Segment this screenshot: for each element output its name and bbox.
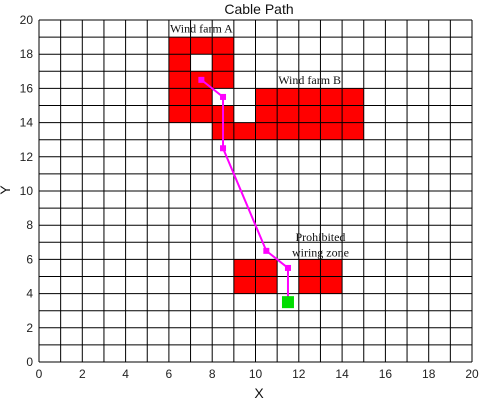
region-cell-0 [212, 54, 234, 72]
region-cell-0 [190, 88, 213, 106]
region-cell-0 [212, 71, 234, 89]
x-tick-label: 18 [422, 367, 436, 381]
annotation-label: Wind farm B [278, 73, 341, 87]
region-cell-2 [233, 259, 256, 277]
x-tick-label: 4 [122, 367, 129, 381]
x-tick-label: 16 [379, 367, 393, 381]
region-cell-2 [298, 259, 321, 277]
path-point [198, 76, 205, 83]
cable-path-layer [198, 76, 294, 309]
grid-lines [38, 19, 473, 363]
y-tick-label: 6 [26, 252, 33, 266]
y-tick-label: 16 [20, 81, 34, 95]
endpoint-marker [281, 296, 294, 309]
x-tick-label: 20 [465, 367, 479, 381]
y-tick-label: 4 [26, 287, 33, 301]
annotation-label: Prohibited [295, 230, 345, 244]
path-point [220, 145, 227, 152]
region-cell-1 [320, 122, 343, 140]
region-cells [168, 37, 364, 294]
region-cell-1 [320, 105, 343, 123]
region-cell-1 [298, 88, 321, 106]
region-cell-1 [277, 105, 299, 123]
region-cell-1 [255, 88, 278, 106]
x-tick-label: 12 [292, 367, 306, 381]
region-cell-0 [212, 37, 234, 55]
path-point [284, 264, 291, 271]
region-cell-1 [298, 122, 321, 140]
region-cell-2 [320, 276, 343, 294]
y-tick-label: 18 [20, 47, 34, 61]
region-cell-1 [277, 122, 299, 140]
region-cell-0 [190, 105, 213, 123]
y-tick-label: 14 [20, 116, 34, 130]
x-tick-label: 8 [209, 367, 216, 381]
region-cell-2 [255, 259, 278, 277]
region-cell-0 [168, 88, 191, 106]
x-tick-label: 0 [36, 367, 43, 381]
region-cell-1 [342, 105, 364, 123]
cable-path-line [200, 79, 289, 303]
region-cell-0 [168, 37, 191, 55]
x-tick-label: 2 [79, 367, 86, 381]
annotations: Wind farm A Wind farm B Prohibited wiring z… [170, 22, 349, 260]
region-cell-2 [233, 276, 256, 294]
region-cell-1 [320, 88, 343, 106]
region-cell-0 [190, 37, 213, 55]
region-cell-1 [233, 122, 256, 140]
x-tick-label: 6 [166, 367, 173, 381]
y-tick-label: 12 [20, 150, 34, 164]
y-tick-label: 8 [26, 218, 33, 232]
path-point [220, 93, 227, 100]
region-cell-1 [255, 122, 278, 140]
x-axis-label: X [254, 385, 264, 401]
region-cell-2 [320, 259, 343, 277]
x-tick-label: 14 [335, 367, 349, 381]
region-cell-1 [298, 105, 321, 123]
y-axis-label: Y [0, 185, 13, 195]
region-cell-1 [277, 88, 299, 106]
region-cell-1 [255, 105, 278, 123]
tick-labels: 0 2 4 6 8 10 12 14 16 18 20 0 2 4 6 8 10 12 14 16 18 20 [20, 13, 479, 381]
region-cell-0 [168, 71, 191, 89]
region-cell-0 [168, 105, 191, 123]
region-cell-1 [342, 122, 364, 140]
annotation-label: Wind farm A [170, 22, 233, 36]
y-tick-label: 0 [26, 355, 33, 369]
region-cell-0 [168, 54, 191, 72]
region-cell-2 [298, 276, 321, 294]
chart-title: Cable Path [224, 1, 293, 17]
y-tick-label: 10 [20, 184, 34, 198]
y-tick-label: 20 [20, 13, 34, 27]
annotation-label: wiring zone [292, 246, 349, 260]
region-cell-1 [342, 88, 364, 106]
region-cell-2 [255, 276, 278, 294]
y-tick-label: 2 [26, 321, 33, 335]
x-tick-label: 10 [249, 367, 263, 381]
path-point [263, 247, 270, 254]
